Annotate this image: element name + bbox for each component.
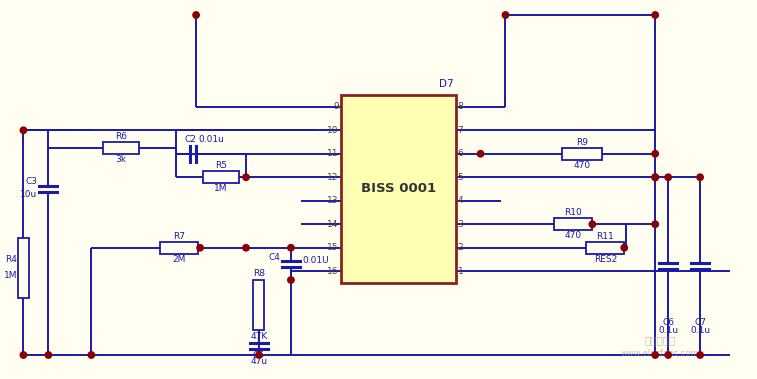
Text: R10: R10 bbox=[565, 208, 582, 217]
Text: 5: 5 bbox=[457, 173, 463, 182]
Text: 47u: 47u bbox=[251, 357, 267, 366]
Circle shape bbox=[652, 150, 659, 157]
Text: 电子发烧网: 电子发烧网 bbox=[644, 335, 676, 345]
Text: 470: 470 bbox=[565, 231, 582, 240]
Bar bbox=[160, 242, 198, 254]
Text: 14: 14 bbox=[328, 220, 339, 229]
Circle shape bbox=[652, 174, 659, 180]
Circle shape bbox=[288, 244, 294, 251]
Circle shape bbox=[697, 352, 703, 358]
Circle shape bbox=[88, 352, 95, 358]
Circle shape bbox=[652, 12, 659, 18]
Bar bbox=[562, 148, 603, 160]
Text: R5: R5 bbox=[215, 161, 227, 170]
Circle shape bbox=[197, 244, 204, 251]
Circle shape bbox=[256, 352, 262, 358]
Circle shape bbox=[20, 352, 26, 358]
Text: 11: 11 bbox=[327, 149, 339, 158]
Circle shape bbox=[193, 12, 199, 18]
Text: C3: C3 bbox=[26, 177, 37, 186]
Text: C7: C7 bbox=[694, 318, 706, 327]
Text: 10: 10 bbox=[327, 126, 339, 135]
Text: 470: 470 bbox=[574, 161, 591, 170]
Bar bbox=[18, 238, 29, 298]
Text: 7: 7 bbox=[457, 126, 463, 135]
Text: 3k: 3k bbox=[116, 155, 126, 164]
Circle shape bbox=[652, 221, 659, 227]
Text: R9: R9 bbox=[576, 138, 588, 147]
Text: 0.1u: 0.1u bbox=[658, 326, 678, 335]
Circle shape bbox=[20, 127, 26, 133]
Text: 1: 1 bbox=[457, 267, 463, 276]
Text: 1M: 1M bbox=[4, 271, 17, 280]
Text: C2: C2 bbox=[184, 135, 196, 144]
Text: 3: 3 bbox=[457, 220, 463, 229]
Circle shape bbox=[697, 174, 703, 180]
Bar bbox=[103, 142, 139, 154]
Bar bbox=[203, 171, 239, 183]
Circle shape bbox=[665, 352, 671, 358]
Circle shape bbox=[243, 174, 249, 180]
Circle shape bbox=[45, 352, 51, 358]
Circle shape bbox=[621, 244, 628, 251]
Text: 4: 4 bbox=[457, 196, 463, 205]
Text: C5: C5 bbox=[253, 351, 265, 360]
Circle shape bbox=[652, 352, 659, 358]
Text: C6: C6 bbox=[662, 318, 674, 327]
Text: 12: 12 bbox=[328, 173, 339, 182]
Text: 1M: 1M bbox=[214, 184, 228, 193]
Text: 0.01U: 0.01U bbox=[302, 256, 329, 265]
Circle shape bbox=[665, 174, 671, 180]
Text: 9: 9 bbox=[333, 102, 339, 111]
FancyBboxPatch shape bbox=[341, 95, 456, 283]
Text: 6: 6 bbox=[457, 149, 463, 158]
Text: C4: C4 bbox=[268, 254, 280, 262]
Text: R11: R11 bbox=[597, 232, 614, 241]
Text: 0.1u: 0.1u bbox=[690, 326, 710, 335]
Text: 10u: 10u bbox=[20, 190, 37, 199]
Text: R7: R7 bbox=[173, 232, 185, 241]
Circle shape bbox=[652, 174, 659, 180]
Text: www.elecfans.com: www.elecfans.com bbox=[621, 349, 699, 357]
Circle shape bbox=[589, 221, 596, 227]
Text: 8: 8 bbox=[457, 102, 463, 111]
Text: D7: D7 bbox=[439, 79, 453, 89]
Text: 47K: 47K bbox=[251, 332, 268, 341]
Bar bbox=[254, 280, 264, 330]
Circle shape bbox=[478, 150, 484, 157]
Circle shape bbox=[243, 244, 249, 251]
Text: 13: 13 bbox=[327, 196, 339, 205]
Text: RES2: RES2 bbox=[593, 255, 617, 264]
Text: 2: 2 bbox=[457, 243, 463, 252]
Text: R8: R8 bbox=[253, 269, 265, 278]
Text: BISS 0001: BISS 0001 bbox=[360, 183, 436, 196]
Bar bbox=[587, 242, 625, 254]
Text: 15: 15 bbox=[327, 243, 339, 252]
Circle shape bbox=[503, 12, 509, 18]
Circle shape bbox=[288, 277, 294, 283]
Text: R4: R4 bbox=[5, 255, 17, 265]
Text: 16: 16 bbox=[327, 267, 339, 276]
Text: 0.01u: 0.01u bbox=[198, 135, 224, 144]
Bar bbox=[554, 218, 592, 230]
Text: R6: R6 bbox=[115, 132, 127, 141]
Text: 2M: 2M bbox=[173, 255, 185, 264]
